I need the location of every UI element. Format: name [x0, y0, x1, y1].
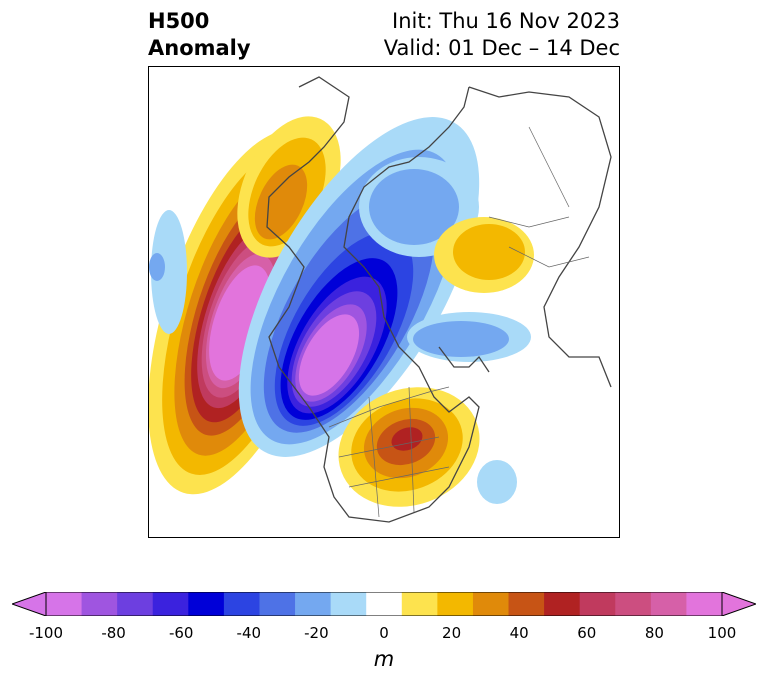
colorbar-tick-label: 80: [644, 624, 664, 642]
colorbar-segment: [544, 592, 581, 616]
colorbar-tick-label: 60: [577, 624, 597, 642]
colorbar-segment: [295, 592, 332, 616]
atlantic-weak-trough: [477, 460, 517, 504]
colorbar-segment: [188, 592, 225, 616]
colorbar-extend-low: [12, 592, 47, 616]
colorbar-segment: [366, 592, 403, 616]
coastlines: [266, 76, 612, 523]
colorbar-segment: [330, 592, 367, 616]
colorbar-tick-label: -40: [236, 624, 262, 642]
colorbar-segment: [46, 592, 83, 616]
eastern-us-ridge: [338, 387, 480, 507]
colorbar-segment: [401, 592, 438, 616]
anomaly-map: [149, 76, 612, 523]
colorbar-segment: [508, 592, 545, 616]
colorbar-segment: [81, 592, 118, 616]
colorbar-segment: [579, 592, 616, 616]
colorbar-tick-label: 40: [509, 624, 529, 642]
colorbar-segment: [686, 592, 723, 616]
colorbar-segment: [152, 592, 189, 616]
colorbar-segment: [259, 592, 296, 616]
colorbar-segment: [223, 592, 260, 616]
west-weak-trough: [151, 210, 187, 334]
colorbar-segment: [472, 592, 510, 616]
valid-range-label: Valid: 01 Dec – 14 Dec: [383, 36, 620, 60]
colorbar-tick-label: 20: [442, 624, 462, 642]
colorbar-tick-label: -60: [168, 624, 194, 642]
variable-label: H500: [148, 9, 210, 33]
colorbar: [12, 592, 756, 616]
colorbar-tick-label: 0: [379, 624, 389, 642]
political-borders: [328, 126, 590, 518]
anomaly-label: Anomaly: [148, 36, 251, 60]
colorbar-segment: [650, 592, 687, 616]
west-weak-trough-core: [149, 253, 165, 281]
colorbar-tick-label: 100: [707, 624, 737, 642]
init-date-label: Init: Thu 16 Nov 2023: [392, 9, 620, 33]
map-panel: [148, 66, 620, 538]
colorbar-segment: [615, 592, 652, 616]
title-right: Init: Thu 16 Nov 2023 Valid: 01 Dec – 14…: [384, 8, 620, 62]
title-left: H500 Anomaly: [148, 8, 251, 62]
colorbar-segment: [117, 592, 154, 616]
colorbar-extend-high: [721, 592, 756, 616]
colorbar-segment: [437, 592, 474, 616]
colorbar-tick-label: -100: [28, 624, 64, 642]
colorbar-tick-label: -80: [101, 624, 126, 642]
siberia-ridge: [434, 217, 534, 293]
colorbar-unit: m: [373, 647, 395, 671]
colorbar-tick-label: -20: [304, 624, 329, 642]
colorbar-outline: [45, 592, 723, 616]
